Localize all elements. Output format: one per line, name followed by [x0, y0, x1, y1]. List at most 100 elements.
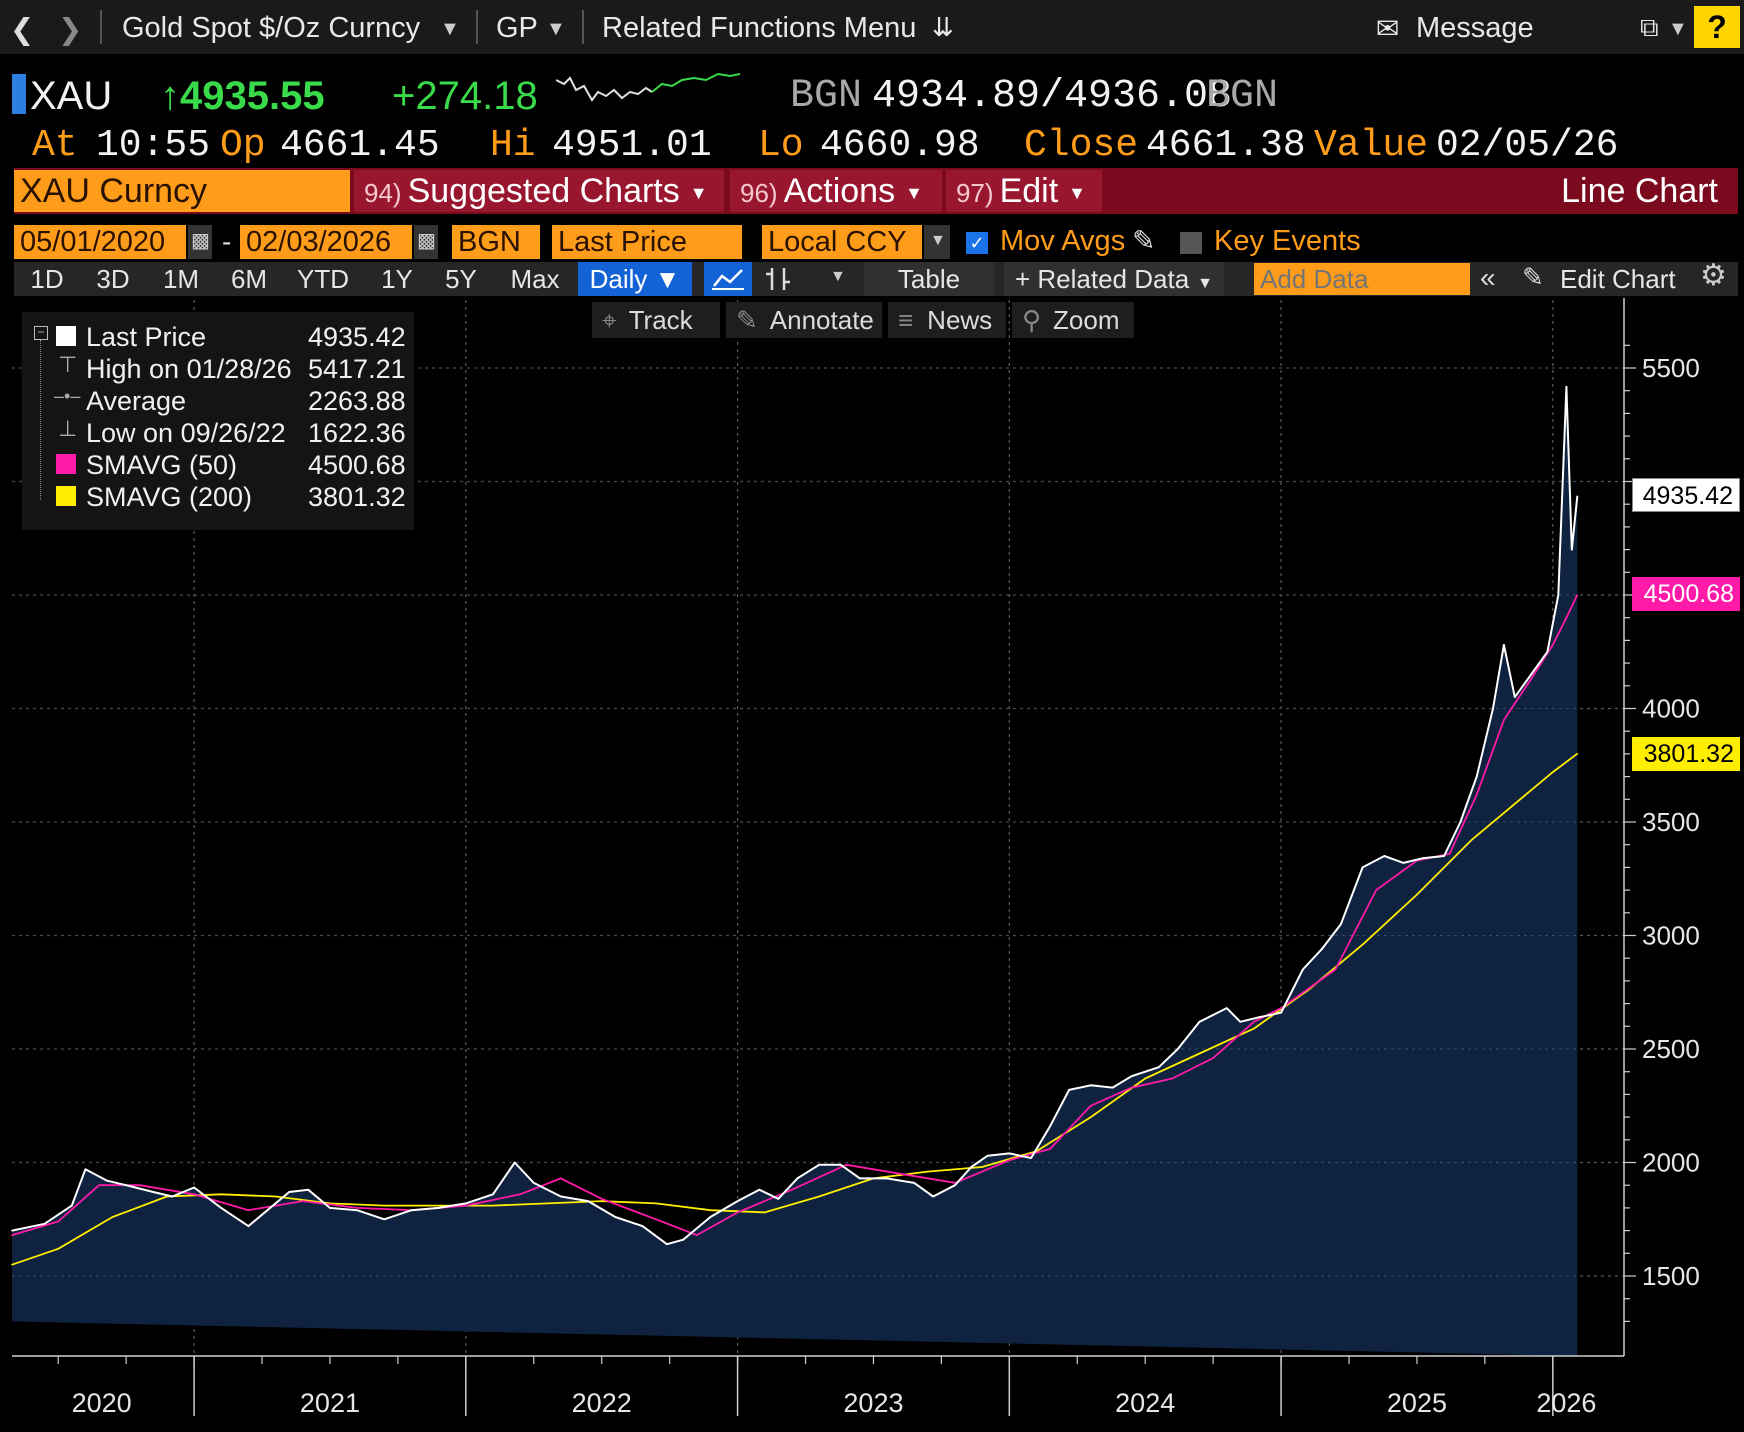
- data-point: [1068, 1089, 1070, 1091]
- ticker-field[interactable]: XAU Curncy: [14, 170, 350, 212]
- market-dropdown-icon[interactable]: ▼: [546, 18, 566, 40]
- news-lines-icon: ≡: [898, 305, 914, 335]
- close-label: Close: [1024, 124, 1139, 167]
- collapse-icon[interactable]: «: [1480, 262, 1496, 293]
- security-dropdown-icon[interactable]: ▼: [440, 18, 460, 40]
- range-ytd[interactable]: YTD: [297, 264, 349, 294]
- data-point: [513, 1161, 516, 1164]
- add-data-input[interactable]: [1254, 263, 1470, 295]
- edit-chart-pencil-icon: ✎: [1522, 262, 1544, 292]
- range-5y[interactable]: 5Y: [445, 264, 477, 294]
- range-3d[interactable]: 3D: [96, 264, 130, 294]
- start-date-field[interactable]: 05/01/2020: [14, 225, 186, 259]
- range-1y[interactable]: 1Y: [381, 264, 413, 294]
- security-selector[interactable]: Gold Spot $/Oz Curncy: [122, 12, 421, 44]
- data-point: [11, 1263, 13, 1266]
- data-point: [1421, 857, 1424, 860]
- track-tool[interactable]: ⌖ Track: [592, 302, 720, 338]
- data-point: [1416, 893, 1418, 896]
- source-field[interactable]: BGN: [452, 225, 540, 259]
- envelope-icon[interactable]: ✉: [1376, 13, 1400, 44]
- back-arrow-icon[interactable]: ❮: [10, 14, 35, 46]
- data-point: [818, 1195, 820, 1198]
- date-dash: -: [222, 226, 232, 257]
- forward-arrow-icon[interactable]: ❯: [58, 14, 83, 46]
- double-chevron-icon[interactable]: ⇊: [932, 12, 954, 42]
- line-chart-icon[interactable]: [704, 262, 752, 296]
- help-button[interactable]: ?: [1694, 6, 1740, 48]
- key-events-checkbox[interactable]: [1180, 232, 1202, 254]
- legend-sma50-label: SMAVG (50): [86, 450, 238, 480]
- calendar-icon[interactable]: ▩: [188, 225, 212, 259]
- annotate-pencil-icon: ✎: [736, 305, 758, 335]
- data-point: [970, 1166, 973, 1168]
- data-point: [1280, 1011, 1282, 1014]
- data-point: [1258, 1016, 1261, 1019]
- zoom-tool[interactable]: ⚲ Zoom: [1012, 302, 1134, 338]
- market-selector[interactable]: GP: [496, 12, 538, 44]
- range-6m[interactable]: 6M: [230, 264, 268, 294]
- sparkline: [556, 72, 740, 102]
- chart-style-dropdown-icon[interactable]: ▼: [830, 268, 846, 285]
- calendar-icon[interactable]: ▩: [414, 225, 438, 259]
- data-point: [1530, 678, 1532, 680]
- export-dropdown-icon[interactable]: ▼: [1668, 18, 1688, 40]
- data-point: [1049, 1148, 1051, 1150]
- message-button[interactable]: Message: [1416, 12, 1534, 44]
- y-tick-label: 3500: [1642, 807, 1700, 837]
- range-max[interactable]: Max: [510, 264, 560, 294]
- data-point: [1090, 1084, 1092, 1087]
- window-export-icon[interactable]: ⧉: [1640, 12, 1659, 42]
- mov-avgs-checkbox[interactable]: ✓: [966, 232, 988, 254]
- pencil-icon[interactable]: ✎: [1132, 225, 1156, 256]
- y-tick-label: 4000: [1642, 694, 1700, 724]
- actions-label: Actions: [783, 172, 896, 210]
- table-button[interactable]: Table: [864, 262, 994, 296]
- value-date: 02/05/26: [1436, 124, 1619, 167]
- currency-dropdown-icon[interactable]: ▼: [924, 225, 950, 259]
- actions-button[interactable]: 96) Actions ▼: [730, 170, 942, 212]
- edit-chart-button[interactable]: Edit Chart: [1560, 264, 1676, 294]
- range-1m[interactable]: 1M: [162, 264, 200, 294]
- key-events-label[interactable]: Key Events: [1214, 225, 1361, 257]
- mov-avgs-label[interactable]: Mov Avgs: [1000, 225, 1126, 257]
- range-1d[interactable]: 1D: [30, 264, 64, 294]
- x-tick-label: 2023: [843, 1388, 903, 1418]
- data-point: [519, 1193, 521, 1196]
- data-point: [1503, 644, 1505, 646]
- bgn-label-2: BGN: [1206, 74, 1279, 119]
- suggested-charts-button[interactable]: 94) Suggested Charts ▼: [354, 170, 724, 212]
- data-point: [560, 1177, 562, 1180]
- data-point: [614, 1216, 617, 1218]
- data-point: [1090, 1116, 1092, 1118]
- legend-low-value: 1622.36: [308, 418, 406, 448]
- data-point: [932, 1195, 935, 1198]
- edit-button[interactable]: 97) Edit ▼: [946, 170, 1102, 212]
- last-price-line: [11, 385, 1579, 1246]
- low-value: 4660.98: [820, 124, 980, 167]
- period-daily-select[interactable]: Daily ▼: [578, 262, 692, 296]
- data-point: [736, 1200, 739, 1202]
- end-date-field[interactable]: 02/03/2026: [240, 225, 412, 259]
- data-point: [1321, 948, 1323, 950]
- data-point: [98, 1184, 100, 1186]
- related-data-button[interactable]: + Related Data ▼: [1004, 262, 1224, 296]
- currency-select[interactable]: Local CCY: [762, 225, 922, 259]
- annotate-tool[interactable]: ✎ Annotate: [726, 302, 882, 338]
- data-point: [1049, 1125, 1051, 1127]
- price-field-select[interactable]: Last Price: [552, 225, 742, 259]
- bar-chart-icon[interactable]: [760, 262, 800, 296]
- data-point: [1008, 1152, 1011, 1155]
- settings-gear-icon[interactable]: ⚙: [1700, 259, 1727, 292]
- data-point: [1030, 1157, 1032, 1159]
- data-point: [1239, 1020, 1242, 1023]
- data-point: [1552, 771, 1554, 773]
- data-point: [1157, 1066, 1160, 1068]
- legend-collapse-icon[interactable]: −: [34, 326, 48, 340]
- data-point: [655, 1218, 657, 1221]
- data-point: [193, 1193, 195, 1196]
- data-point: [736, 1211, 739, 1214]
- x-tick-label: 2025: [1387, 1388, 1447, 1418]
- news-tool[interactable]: ≡ News: [888, 302, 1006, 338]
- related-functions-menu[interactable]: Related Functions Menu: [602, 12, 917, 44]
